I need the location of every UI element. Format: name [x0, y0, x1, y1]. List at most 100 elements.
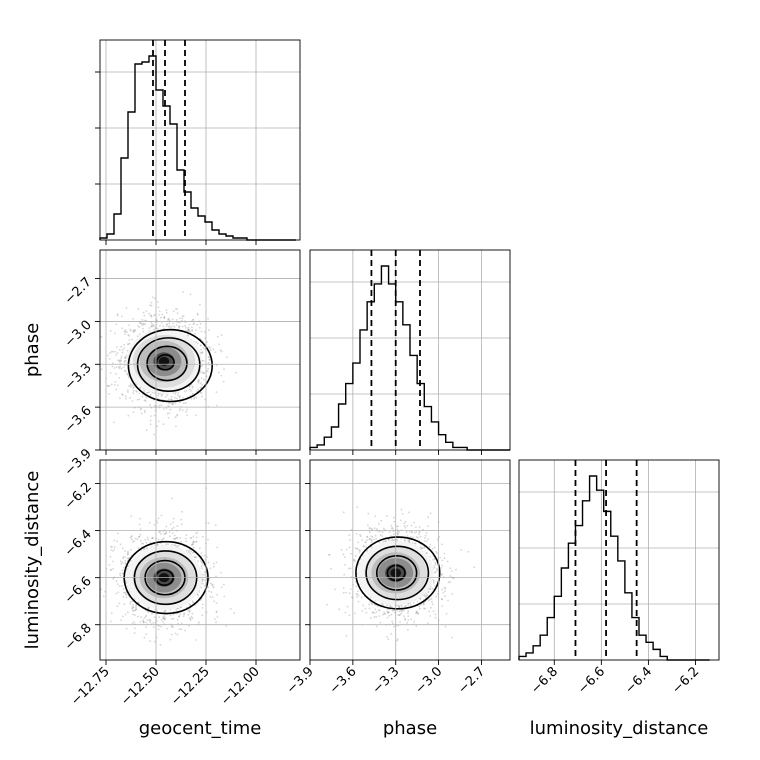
sample-point [177, 325, 180, 328]
sample-point [132, 605, 135, 608]
sample-point [430, 597, 433, 600]
sample-point [442, 592, 445, 594]
sample-point [168, 326, 170, 328]
sample-point [133, 386, 136, 388]
sample-point [217, 371, 220, 374]
sample-point [109, 372, 112, 374]
sample-point [391, 622, 394, 625]
sample-point [153, 524, 156, 526]
sample-point [152, 296, 154, 299]
sample-point [113, 539, 116, 542]
sample-point [122, 556, 125, 558]
sample-point [110, 545, 112, 548]
sample-point [163, 610, 166, 613]
sample-point [429, 587, 431, 590]
sample-point [115, 323, 118, 326]
sample-point [342, 553, 345, 556]
sample-point [145, 429, 148, 432]
sample-point [209, 347, 212, 349]
sample-point [348, 546, 351, 549]
sample-point [433, 566, 436, 569]
sample-point [416, 611, 418, 613]
sample-point [180, 628, 183, 631]
sample-point [211, 583, 214, 586]
sample-point [216, 546, 219, 549]
sample-point [168, 398, 170, 401]
sample-point [191, 544, 193, 546]
sample-point [419, 546, 422, 548]
sample-point [118, 377, 121, 379]
sample-point [122, 366, 125, 369]
sample-point [116, 532, 119, 535]
sample-point [165, 323, 168, 326]
sample-point [207, 361, 210, 364]
sample-point [148, 312, 151, 315]
sample-point [418, 526, 421, 528]
sample-point [131, 400, 134, 402]
sample-point [433, 564, 436, 567]
sample-point [124, 330, 127, 333]
sample-point [189, 293, 192, 296]
sample-point [165, 309, 168, 311]
sample-point [121, 585, 123, 587]
sample-point [130, 386, 132, 388]
sample-point [418, 531, 421, 534]
sample-point [360, 596, 363, 599]
sample-point [396, 533, 399, 535]
sample-point [435, 551, 438, 553]
sample-point [143, 389, 145, 392]
sample-point [201, 614, 204, 617]
sample-point [170, 398, 173, 401]
sample-point [368, 603, 371, 606]
sample-point [133, 540, 136, 542]
sample-point [191, 617, 194, 620]
sample-point [445, 613, 448, 615]
sample-point [130, 535, 133, 537]
sample-point [370, 617, 372, 619]
sample-point [124, 556, 127, 558]
sample-point [163, 533, 166, 536]
sample-point [176, 537, 179, 539]
sample-point [203, 579, 206, 581]
sample-point [196, 342, 199, 345]
sample-point [202, 582, 204, 585]
sample-point [151, 537, 153, 540]
sample-point [115, 388, 118, 391]
sample-point [429, 512, 432, 515]
sample-point [158, 314, 160, 316]
x-tick-label: −6.6 [575, 664, 608, 697]
sample-point [441, 543, 444, 546]
sample-point [225, 625, 228, 627]
sample-point [177, 607, 180, 610]
sample-point [142, 619, 145, 621]
sample-point [398, 614, 401, 616]
sample-point [381, 531, 384, 534]
sample-point [365, 539, 368, 541]
sample-point [172, 310, 175, 313]
sample-point [371, 603, 374, 606]
sample-point [187, 609, 190, 612]
sample-point [369, 537, 371, 540]
sample-point [189, 330, 192, 333]
sample-point [189, 603, 192, 606]
sample-point [120, 562, 123, 565]
sample-point [129, 537, 132, 539]
sample-point [132, 392, 135, 395]
sample-point [343, 556, 346, 558]
sample-point [449, 567, 452, 569]
sample-point [120, 315, 123, 318]
sample-point [187, 550, 190, 553]
sample-point [460, 549, 463, 551]
sample-point [383, 613, 386, 615]
sample-point [193, 555, 196, 558]
sample-point [401, 609, 404, 612]
sample-point [216, 335, 219, 338]
sample-point [160, 322, 163, 324]
sample-point [400, 537, 403, 540]
sample-point [386, 610, 389, 613]
panel-frame [99, 459, 301, 661]
sample-point [123, 359, 126, 362]
sample-point [193, 397, 196, 400]
x-axis-label-geocent_time: geocent_time [139, 718, 262, 739]
sample-point [203, 571, 206, 574]
